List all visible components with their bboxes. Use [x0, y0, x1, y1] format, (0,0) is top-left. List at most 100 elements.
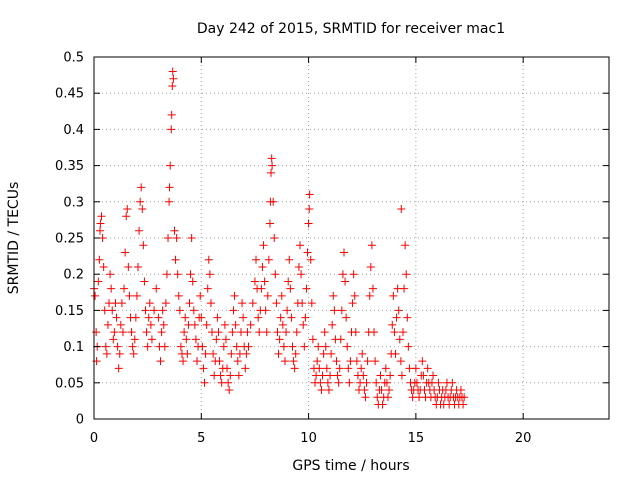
data-point: [203, 284, 212, 293]
data-point: [404, 342, 413, 351]
data-point: [135, 226, 144, 235]
y-tick-label: 0.5: [63, 51, 84, 66]
data-point: [383, 393, 392, 402]
data-point: [96, 219, 105, 228]
data-point: [323, 378, 332, 387]
data-point: [273, 328, 282, 337]
data-point: [324, 386, 333, 395]
data-point: [267, 154, 276, 163]
data-point: [232, 342, 241, 351]
y-tick-label: 0.05: [55, 376, 84, 391]
data-point: [226, 371, 235, 380]
data-point: [136, 197, 145, 206]
data-point: [339, 248, 348, 257]
data-point: [130, 335, 139, 344]
data-point: [230, 291, 239, 300]
data-point: [128, 342, 137, 351]
data-point: [172, 234, 181, 242]
data-point: [137, 183, 146, 192]
data-point: [169, 74, 178, 83]
data-point: [341, 277, 350, 286]
data-point: [394, 306, 403, 315]
data-point: [141, 306, 150, 315]
data-point: [123, 205, 132, 214]
data-point: [275, 335, 284, 344]
data-point: [234, 371, 243, 380]
y-tick-label: 0.2: [63, 268, 84, 283]
data-point: [367, 241, 376, 250]
data-point: [190, 320, 199, 329]
data-point: [198, 342, 207, 351]
data-point: [296, 241, 304, 250]
x-tick-label: 5: [197, 431, 205, 446]
data-point: [326, 371, 335, 380]
data-point: [378, 400, 387, 409]
data-point: [197, 313, 206, 322]
data-point: [114, 364, 123, 373]
data-point: [271, 270, 280, 279]
data-point: [419, 371, 428, 380]
data-point: [233, 357, 242, 366]
data-point: [209, 349, 218, 358]
data-point: [216, 371, 225, 380]
data-point: [259, 241, 268, 250]
data-point: [116, 320, 125, 329]
data-point: [158, 306, 167, 315]
data-point: [330, 306, 339, 315]
data-point: [272, 299, 281, 308]
data-point: [280, 357, 289, 366]
data-point: [173, 270, 182, 279]
data-point: [223, 364, 232, 373]
data-point: [224, 378, 233, 387]
data-point: [448, 378, 457, 387]
data-point: [147, 335, 156, 344]
data-point: [287, 313, 296, 322]
data-point: [283, 306, 292, 315]
data-point: [129, 349, 138, 358]
data-point: [167, 125, 176, 134]
data-point: [221, 335, 230, 344]
data-point: [231, 320, 240, 329]
data-point: [142, 328, 151, 337]
data-point: [121, 248, 130, 257]
data-point: [269, 197, 278, 206]
data-point: [301, 313, 310, 322]
data-point: [124, 262, 133, 271]
data-point: [186, 270, 195, 279]
data-point: [144, 313, 153, 322]
data-point: [418, 357, 427, 366]
data-point: [350, 291, 359, 300]
data-point: [268, 161, 277, 170]
data-point: [252, 255, 261, 264]
data-point: [94, 277, 103, 286]
data-point: [388, 320, 397, 329]
y-tick-label: 0.3: [63, 195, 84, 210]
data-point: [332, 357, 341, 366]
y-tick-label: 0.45: [55, 87, 84, 102]
data-point: [131, 313, 140, 322]
data-point: [362, 378, 371, 387]
data-point: [220, 320, 229, 329]
data-point: [193, 357, 201, 366]
data-point: [392, 313, 401, 322]
data-point: [316, 378, 325, 387]
data-point: [113, 342, 122, 351]
grid-lines: [94, 57, 609, 419]
data-point: [352, 357, 361, 366]
y-tick-label: 0: [76, 413, 84, 428]
data-point: [103, 320, 112, 329]
data-point: [122, 212, 131, 221]
data-point: [291, 349, 300, 358]
data-point: [285, 255, 294, 264]
data-point: [263, 291, 272, 300]
data-point: [133, 262, 142, 271]
data-point: [179, 357, 188, 366]
data-point: [389, 291, 398, 300]
data-point: [359, 371, 368, 380]
data-point: [382, 378, 391, 387]
data-point: [108, 306, 117, 315]
data-point: [248, 299, 257, 308]
data-point: [264, 255, 273, 264]
data-point: [143, 342, 152, 351]
